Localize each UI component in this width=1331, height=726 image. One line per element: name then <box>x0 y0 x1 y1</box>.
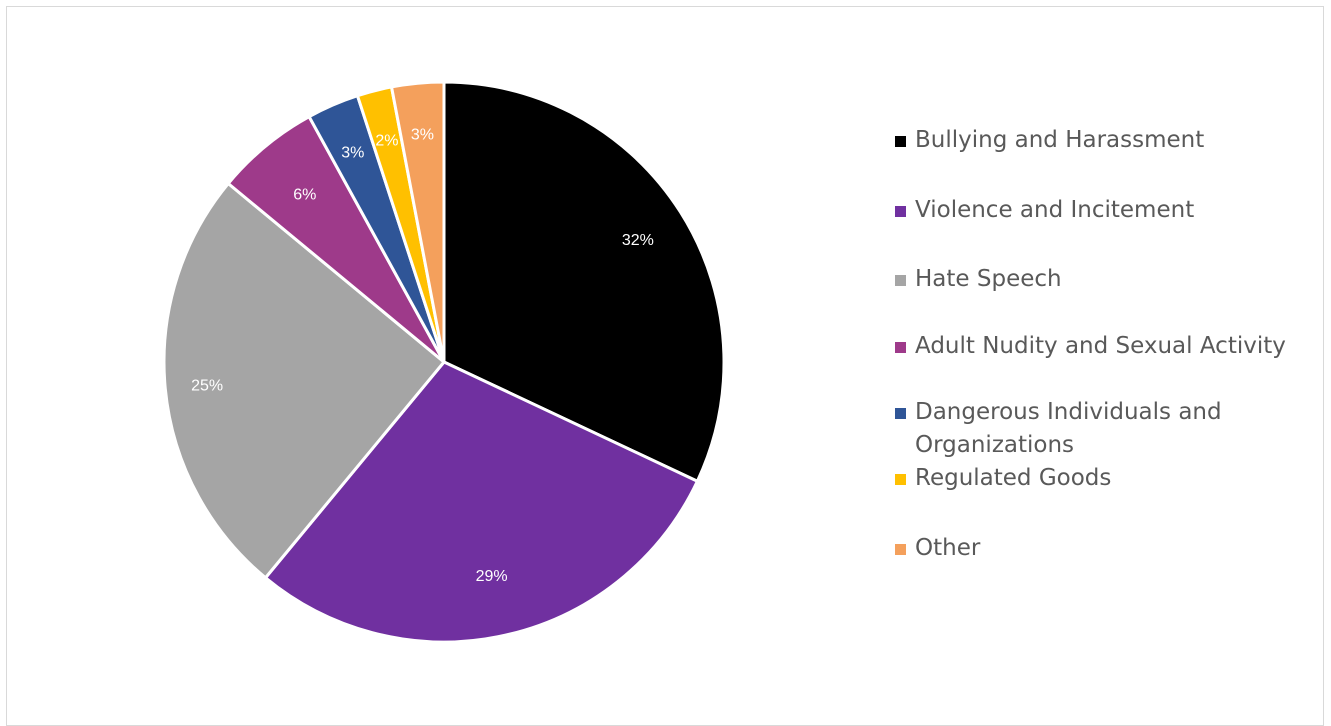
legend-item-other: Other <box>895 532 1295 565</box>
legend-label-regulated-goods: Regulated Goods <box>915 462 1295 495</box>
legend-item-adult-nudity: Adult Nudity and Sexual Activity <box>895 330 1295 363</box>
data-label-other: 3% <box>411 126 434 143</box>
legend-item-hate-speech: Hate Speech <box>895 263 1295 296</box>
data-label-dangerous-individuals-and-organizations: 3% <box>341 144 364 161</box>
legend-label-violence: Violence and Incitement <box>915 194 1295 227</box>
legend-swatch-violence <box>895 206 906 217</box>
data-label-adult-nudity-and-sexual-activity: 6% <box>293 187 316 204</box>
data-label-hate-speech: 25% <box>191 377 223 394</box>
legend-item-violence: Violence and Incitement <box>895 194 1295 227</box>
legend-swatch-hate-speech <box>895 275 906 286</box>
data-label-regulated-goods: 2% <box>375 133 398 150</box>
legend-item-regulated-goods: Regulated Goods <box>895 462 1295 495</box>
legend-label-other: Other <box>915 532 1295 565</box>
legend-label-dangerous: Dangerous Individuals and Organizations <box>915 396 1245 462</box>
legend-swatch-adult-nudity <box>895 342 906 353</box>
legend-label-adult-nudity: Adult Nudity and Sexual Activity <box>915 330 1295 363</box>
pie-slices <box>164 82 724 642</box>
legend-label-hate-speech: Hate Speech <box>915 263 1295 296</box>
data-label-violence-and-incitement: 29% <box>476 568 508 585</box>
legend-swatch-regulated-goods <box>895 474 906 485</box>
legend-swatch-dangerous <box>895 408 906 419</box>
legend-label-bullying: Bullying and Harassment <box>915 124 1295 157</box>
data-label-bullying-and-harassment: 32% <box>622 232 654 249</box>
legend-swatch-bullying <box>895 136 906 147</box>
legend-item-bullying: Bullying and Harassment <box>895 124 1295 157</box>
legend-swatch-other <box>895 544 906 555</box>
legend-item-dangerous: Dangerous Individuals and Organizations <box>895 396 1245 462</box>
